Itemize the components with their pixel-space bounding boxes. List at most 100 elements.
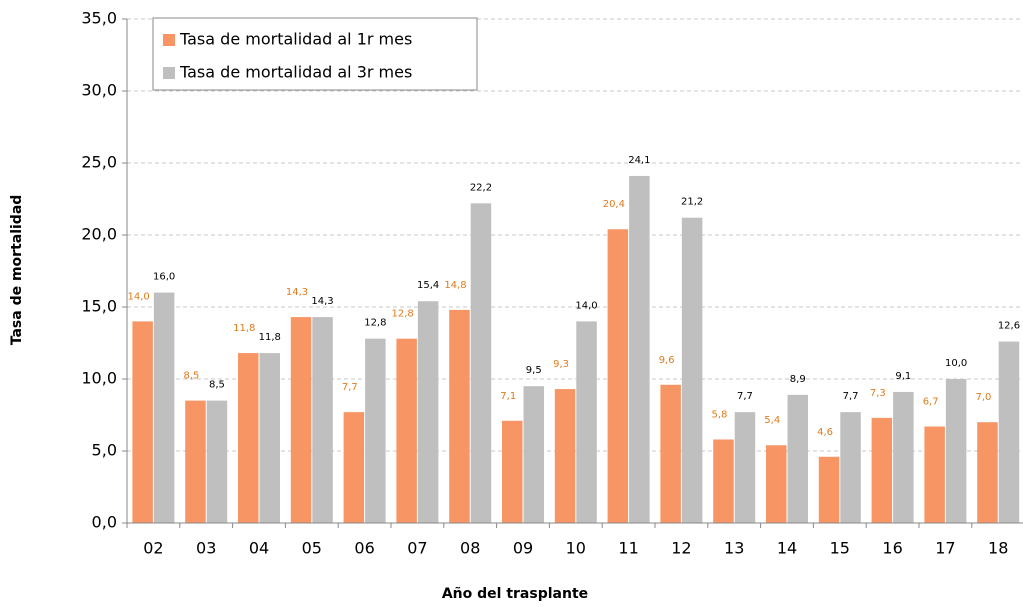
x-tick-label: 18: [988, 539, 1008, 558]
x-tick-label: 12: [671, 539, 691, 558]
data-label: 10,0: [945, 358, 967, 369]
y-tick-label: 20,0: [81, 225, 117, 244]
data-label: 9,5: [526, 365, 542, 376]
bar: [787, 394, 808, 523]
x-tick-label: 03: [196, 539, 216, 558]
x-tick-label: 02: [143, 539, 163, 558]
bar: [660, 384, 681, 523]
y-tick-label: 0,0: [92, 513, 117, 532]
bar: [576, 321, 597, 523]
y-axis-title: Tasa de mortalidad: [9, 195, 25, 346]
bar: [153, 292, 175, 523]
bar: [206, 400, 228, 523]
legend-label: Tasa de mortalidad al 3r mes: [179, 63, 412, 82]
bar: [893, 391, 914, 523]
x-tick-label: 16: [882, 539, 902, 558]
bar: [132, 321, 153, 523]
x-tick-label: 06: [354, 539, 374, 558]
y-tick-label: 30,0: [81, 81, 117, 100]
y-tick-label: 15,0: [81, 297, 117, 316]
data-label: 4,6: [817, 427, 833, 438]
bar: [343, 412, 365, 523]
bar: [977, 422, 998, 523]
legend-swatch: [163, 34, 175, 46]
y-tick-label: 25,0: [81, 153, 117, 172]
x-tick-label: 08: [460, 539, 480, 558]
data-label: 15,4: [417, 280, 439, 291]
data-label: 8,9: [790, 374, 806, 385]
x-tick-label: 04: [249, 539, 269, 558]
data-label: 24,1: [628, 155, 650, 166]
x-axis-title: Año del trasplante: [442, 586, 588, 602]
y-tick-label: 5,0: [92, 441, 117, 460]
data-label: 9,3: [553, 359, 569, 370]
x-tick-label: 15: [830, 539, 850, 558]
data-label: 12,6: [998, 321, 1020, 332]
bar: [470, 203, 492, 523]
data-label: 21,2: [681, 197, 703, 208]
bar: [523, 386, 544, 523]
data-label: 16,0: [153, 272, 175, 283]
bar: [840, 412, 861, 523]
data-label: 22,2: [470, 182, 492, 193]
bar: [629, 175, 650, 523]
bar: [449, 309, 470, 523]
x-tick-label: 09: [513, 539, 533, 558]
data-label: 9,1: [895, 371, 911, 382]
bar: [259, 353, 280, 523]
x-tick-label: 10: [566, 539, 586, 558]
data-label: 14,3: [311, 296, 333, 307]
data-label: 9,6: [659, 355, 675, 366]
data-label: 6,7: [923, 397, 939, 408]
bar: [871, 417, 893, 523]
bar: [924, 426, 945, 523]
legend-box: [152, 17, 478, 91]
legend-swatch: [163, 67, 175, 79]
bar: [290, 317, 312, 523]
bar: [502, 420, 523, 523]
data-label: 20,4: [603, 199, 625, 210]
data-label: 7,7: [737, 391, 753, 402]
bar: [238, 353, 259, 523]
bar: [998, 341, 1020, 523]
x-tick-label: 07: [407, 539, 427, 558]
x-tick-label: 11: [618, 539, 638, 558]
data-label: 14,0: [575, 300, 597, 311]
bar: [607, 229, 629, 524]
x-tick-label: 13: [724, 539, 744, 558]
data-label: 14,0: [128, 291, 150, 302]
legend-label: Tasa de mortalidad al 1r mes: [179, 30, 412, 49]
bar: [185, 400, 206, 523]
data-label: 8,5: [183, 371, 199, 382]
x-tick-label: 17: [935, 539, 955, 558]
data-label: 7,1: [500, 391, 516, 402]
bar: [554, 389, 576, 523]
data-label: 8,5: [209, 380, 225, 391]
data-label: 14,3: [286, 287, 308, 298]
bar: [734, 412, 756, 523]
y-tick-label: 10,0: [81, 369, 117, 388]
x-tick-label: 05: [302, 539, 322, 558]
data-label: 7,0: [975, 392, 991, 403]
data-label: 7,3: [870, 388, 886, 399]
bar: [365, 338, 386, 523]
data-label: 11,8: [259, 332, 281, 343]
bar: [681, 217, 703, 523]
y-tick-label: 35,0: [81, 9, 117, 28]
bar: [396, 338, 417, 523]
data-label: 14,8: [444, 280, 466, 291]
bar: [312, 317, 333, 523]
bar: [417, 301, 439, 523]
data-label: 11,8: [233, 323, 255, 334]
bar: [818, 456, 840, 523]
data-label: 5,8: [711, 409, 727, 420]
bar: [713, 439, 734, 523]
x-tick-label: 14: [777, 539, 797, 558]
data-label: 5,4: [764, 415, 780, 426]
data-label: 12,8: [364, 318, 386, 329]
data-label: 12,8: [392, 309, 414, 320]
bar: [766, 445, 787, 523]
bar: [945, 379, 967, 523]
data-label: 7,7: [342, 382, 358, 393]
